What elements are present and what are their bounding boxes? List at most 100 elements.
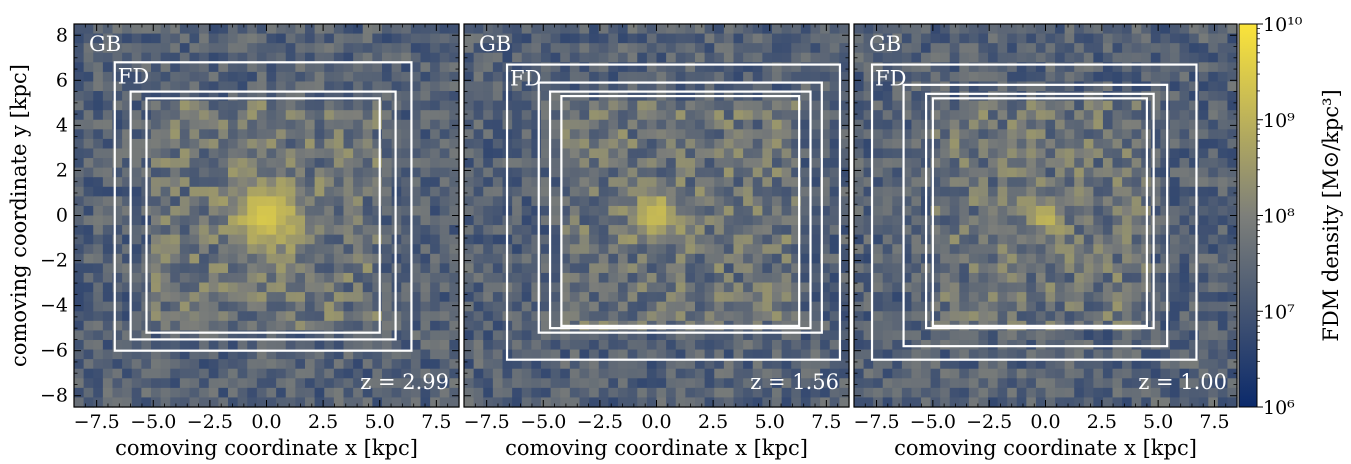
density-cell — [521, 378, 532, 389]
density-cell — [863, 378, 874, 389]
density-cell — [656, 349, 667, 360]
density-cell — [1131, 186, 1142, 197]
density-cell — [637, 52, 648, 63]
density-cell — [685, 205, 696, 217]
density-cell — [541, 263, 552, 274]
density-cell — [854, 24, 865, 35]
density-cell — [1131, 91, 1142, 102]
density-cell — [762, 119, 773, 130]
density-cell — [598, 138, 609, 150]
density-cell — [266, 253, 277, 264]
density-cell — [598, 148, 609, 159]
density-cell — [1112, 24, 1123, 35]
density-cell — [762, 71, 773, 83]
density-cell — [179, 311, 191, 322]
density-cell — [521, 349, 532, 360]
density-cell — [1112, 81, 1123, 92]
density-cell — [93, 330, 104, 341]
density-cell — [1083, 91, 1094, 102]
density-cell — [464, 272, 475, 284]
density-cell — [1122, 158, 1133, 169]
density-cell — [685, 100, 696, 111]
density-cell — [911, 110, 922, 121]
density-cell — [1093, 330, 1104, 341]
density-cell — [854, 71, 865, 83]
density-cell — [391, 272, 402, 284]
density-cell — [1122, 100, 1133, 111]
density-cell — [988, 148, 999, 159]
density-cell — [685, 138, 696, 150]
density-cell — [305, 234, 316, 245]
density-cell — [714, 138, 725, 150]
density-cell — [560, 215, 571, 226]
density-cell — [218, 397, 229, 408]
density-cell — [627, 387, 638, 399]
density-cell — [781, 148, 792, 159]
density-cell — [266, 24, 277, 35]
density-cell — [1160, 234, 1171, 245]
density-cell — [656, 272, 667, 284]
density-cell — [1198, 397, 1209, 408]
density-cell — [618, 119, 629, 130]
density-cell — [743, 349, 754, 360]
density-cell — [256, 301, 268, 312]
density-cell — [892, 167, 903, 178]
density-cell — [695, 397, 706, 408]
density-cell — [695, 301, 706, 312]
density-cell — [189, 301, 200, 312]
density-cell — [512, 253, 523, 264]
density-cell — [800, 263, 812, 274]
density-cell — [1150, 24, 1161, 35]
density-cell — [473, 359, 484, 370]
density-cell — [1064, 119, 1075, 130]
density-cell — [940, 311, 951, 322]
density-cell — [521, 320, 532, 331]
density-cell — [1045, 129, 1056, 140]
density-cell — [382, 205, 393, 217]
density-cell — [1035, 244, 1047, 255]
density-cell — [102, 205, 114, 217]
density-cell — [131, 71, 142, 83]
density-cell — [762, 282, 773, 293]
density-cell — [170, 81, 181, 92]
density-cell — [430, 292, 441, 303]
density-cell — [800, 62, 812, 73]
density-cell — [1150, 301, 1161, 312]
density-cell — [141, 24, 152, 35]
density-cell — [102, 24, 114, 35]
density-cell — [666, 234, 677, 245]
density-cell — [685, 349, 696, 360]
density-cell — [723, 244, 735, 255]
density-cell — [1007, 138, 1018, 150]
density-cell — [863, 205, 874, 217]
density-cell — [656, 387, 667, 399]
density-cell — [560, 167, 571, 178]
density-cell — [579, 196, 590, 207]
density-cell — [959, 167, 970, 178]
density-cell — [589, 282, 600, 293]
density-cell — [170, 167, 181, 178]
density-cell — [362, 100, 373, 111]
density-cell — [285, 119, 296, 130]
density-cell — [473, 368, 484, 379]
density-cell — [333, 129, 345, 140]
density-cell — [1179, 24, 1190, 35]
density-cell — [988, 110, 999, 121]
density-cell — [1074, 71, 1085, 83]
density-cell — [921, 368, 932, 379]
density-cell — [362, 138, 373, 150]
density-cell — [74, 225, 85, 236]
density-cell — [473, 158, 484, 169]
density-cell — [1074, 110, 1085, 121]
density-cell — [189, 24, 200, 35]
density-cell — [940, 368, 951, 379]
density-cell — [362, 158, 373, 169]
density-cell — [1189, 244, 1200, 255]
density-cell — [151, 52, 162, 63]
density-cell — [1160, 43, 1171, 54]
density-cell — [901, 225, 913, 236]
density-cell — [978, 110, 989, 121]
density-cell — [598, 330, 609, 341]
density-cell — [1016, 129, 1027, 140]
region-box-3 — [145, 97, 381, 334]
